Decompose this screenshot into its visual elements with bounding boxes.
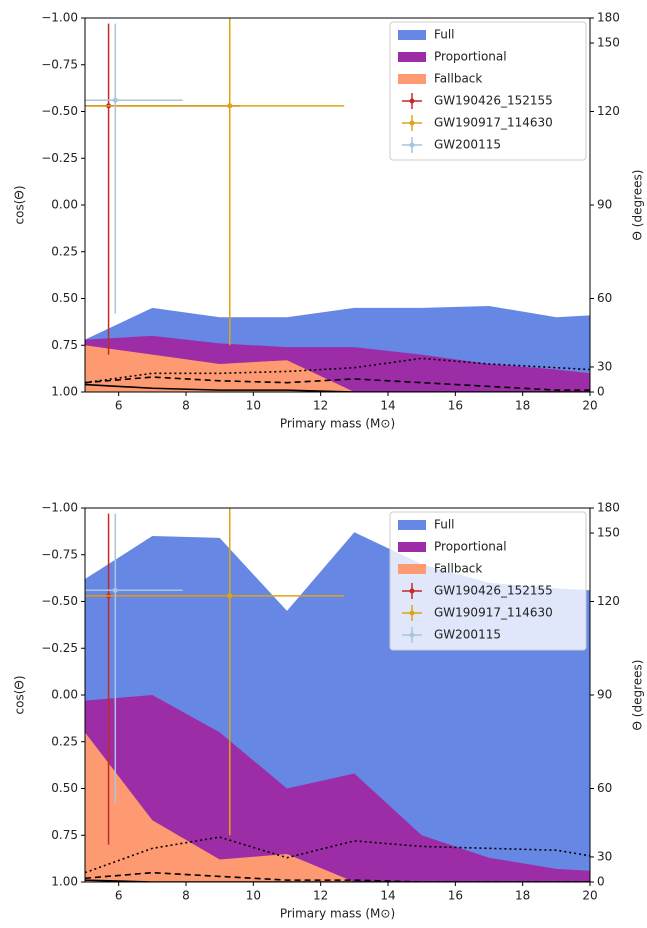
legend-swatch: [398, 74, 426, 84]
y-tick-label: −1.00: [41, 501, 78, 515]
x-tick-label: 6: [115, 399, 123, 413]
legend-label: Full: [434, 28, 455, 42]
x-tick-label: 16: [448, 889, 463, 903]
legend: Full Proportional Fallback GW190426_152155 G…: [389, 511, 587, 651]
y-tick-label: 1.00: [51, 875, 78, 889]
x-tick-label: 20: [582, 399, 597, 413]
x-tick-label: 18: [515, 399, 530, 413]
line: [85, 376, 590, 391]
legend-swatch: [409, 120, 415, 126]
x-tick-label: 18: [515, 889, 530, 903]
y-axis-label: cos(Θ): [13, 676, 27, 715]
y-tick-label: 0.50: [51, 781, 78, 795]
y-tick-label: 0.00: [51, 198, 78, 212]
x-tick-label: 8: [182, 399, 190, 413]
area: [85, 695, 590, 882]
legend-swatch: [409, 142, 415, 148]
y2-axis-label: Θ (degrees): [631, 170, 645, 241]
y-tick-label: 1.00: [51, 385, 78, 399]
y2-tick-label: 0: [597, 875, 605, 889]
y2-tick-label: 180: [597, 501, 620, 515]
legend-swatch: [398, 52, 426, 62]
y2-tick-label: 0: [597, 385, 605, 399]
y-tick-label: 0.25: [51, 244, 78, 258]
x-tick-label: 10: [246, 889, 261, 903]
y-tick-label: 0.25: [51, 734, 78, 748]
legend-swatch: [398, 564, 426, 574]
legend-label: GW190426_152155: [434, 94, 553, 108]
x-tick-label: 14: [380, 889, 395, 903]
y2-tick-label: 60: [597, 291, 612, 305]
legend-label: Fallback: [434, 72, 482, 86]
y-tick-label: 0.75: [51, 338, 78, 352]
legend: Full Proportional Fallback GW190426_152155 G…: [389, 21, 587, 161]
y2-tick-label: 90: [597, 688, 612, 702]
legend-box: [389, 511, 587, 651]
y-axis-label: cos(Θ): [13, 186, 27, 225]
legend-label: GW200115: [434, 138, 501, 152]
x-tick-label: 6: [115, 889, 123, 903]
legend-swatch: [409, 610, 415, 616]
line: [85, 357, 590, 384]
legend-swatch: [398, 542, 426, 552]
area: [85, 732, 590, 882]
x-tick-label: 12: [313, 889, 328, 903]
legend-label: Fallback: [434, 562, 482, 576]
plot-area: [85, 18, 590, 392]
legend-label: GW190917_114630: [434, 606, 553, 620]
point: [227, 103, 233, 109]
legend-label: GW200115: [434, 628, 501, 642]
point: [227, 593, 233, 599]
legend-swatch: [398, 30, 426, 40]
legend-label: Proportional: [434, 540, 507, 554]
line: [85, 383, 590, 392]
x-axis-label: Primary mass (M⊙): [280, 907, 395, 921]
y-tick-label: −0.75: [41, 57, 78, 71]
x-tick-label: 12: [313, 399, 328, 413]
point: [112, 587, 118, 593]
y2-tick-label: 60: [597, 781, 612, 795]
legend-label: GW190426_152155: [434, 584, 553, 598]
panel: 6 8 10 12 14 16 18 20 −1.00 −0.75 −0.50 −0.25 0.00 0.…: [13, 501, 645, 921]
y-tick-label: 0.50: [51, 291, 78, 305]
legend-swatch: [409, 588, 415, 594]
y2-tick-label: 150: [597, 36, 620, 50]
x-tick-label: 20: [582, 889, 597, 903]
y-tick-label: −0.25: [41, 641, 78, 655]
y2-tick-label: 30: [597, 359, 612, 373]
y-tick-label: −0.50: [41, 104, 78, 118]
x-tick-label: 8: [182, 889, 190, 903]
legend-box: [389, 21, 587, 161]
y2-tick-label: 120: [597, 104, 620, 118]
y2-tick-label: 120: [597, 594, 620, 608]
panel: 6 8 10 12 14 16 18 20 −1.00 −0.75 −0.50 −0.25 0.00 0.…: [13, 11, 645, 431]
legend-swatch: [409, 98, 415, 104]
y2-tick-label: 180: [597, 11, 620, 25]
legend-label: GW190917_114630: [434, 116, 553, 130]
area: [85, 345, 590, 392]
legend-label: Proportional: [434, 50, 507, 64]
point: [112, 97, 118, 103]
y2-tick-label: 90: [597, 198, 612, 212]
x-axis-label: Primary mass (M⊙): [280, 417, 395, 431]
y2-axis-label: Θ (degrees): [631, 660, 645, 731]
x-tick-label: 10: [246, 399, 261, 413]
y2-tick-label: 30: [597, 849, 612, 863]
y-tick-label: −0.75: [41, 547, 78, 561]
line: [85, 871, 590, 882]
x-tick-label: 16: [448, 399, 463, 413]
y-tick-label: −0.25: [41, 151, 78, 165]
y-tick-label: 0.00: [51, 688, 78, 702]
y2-tick-label: 150: [597, 526, 620, 540]
legend-swatch: [409, 632, 415, 638]
legend-swatch: [398, 520, 426, 530]
x-tick-label: 14: [380, 399, 395, 413]
y-tick-label: −0.50: [41, 594, 78, 608]
y-tick-label: 0.75: [51, 828, 78, 842]
legend-label: Full: [434, 518, 455, 532]
y-tick-label: −1.00: [41, 11, 78, 25]
